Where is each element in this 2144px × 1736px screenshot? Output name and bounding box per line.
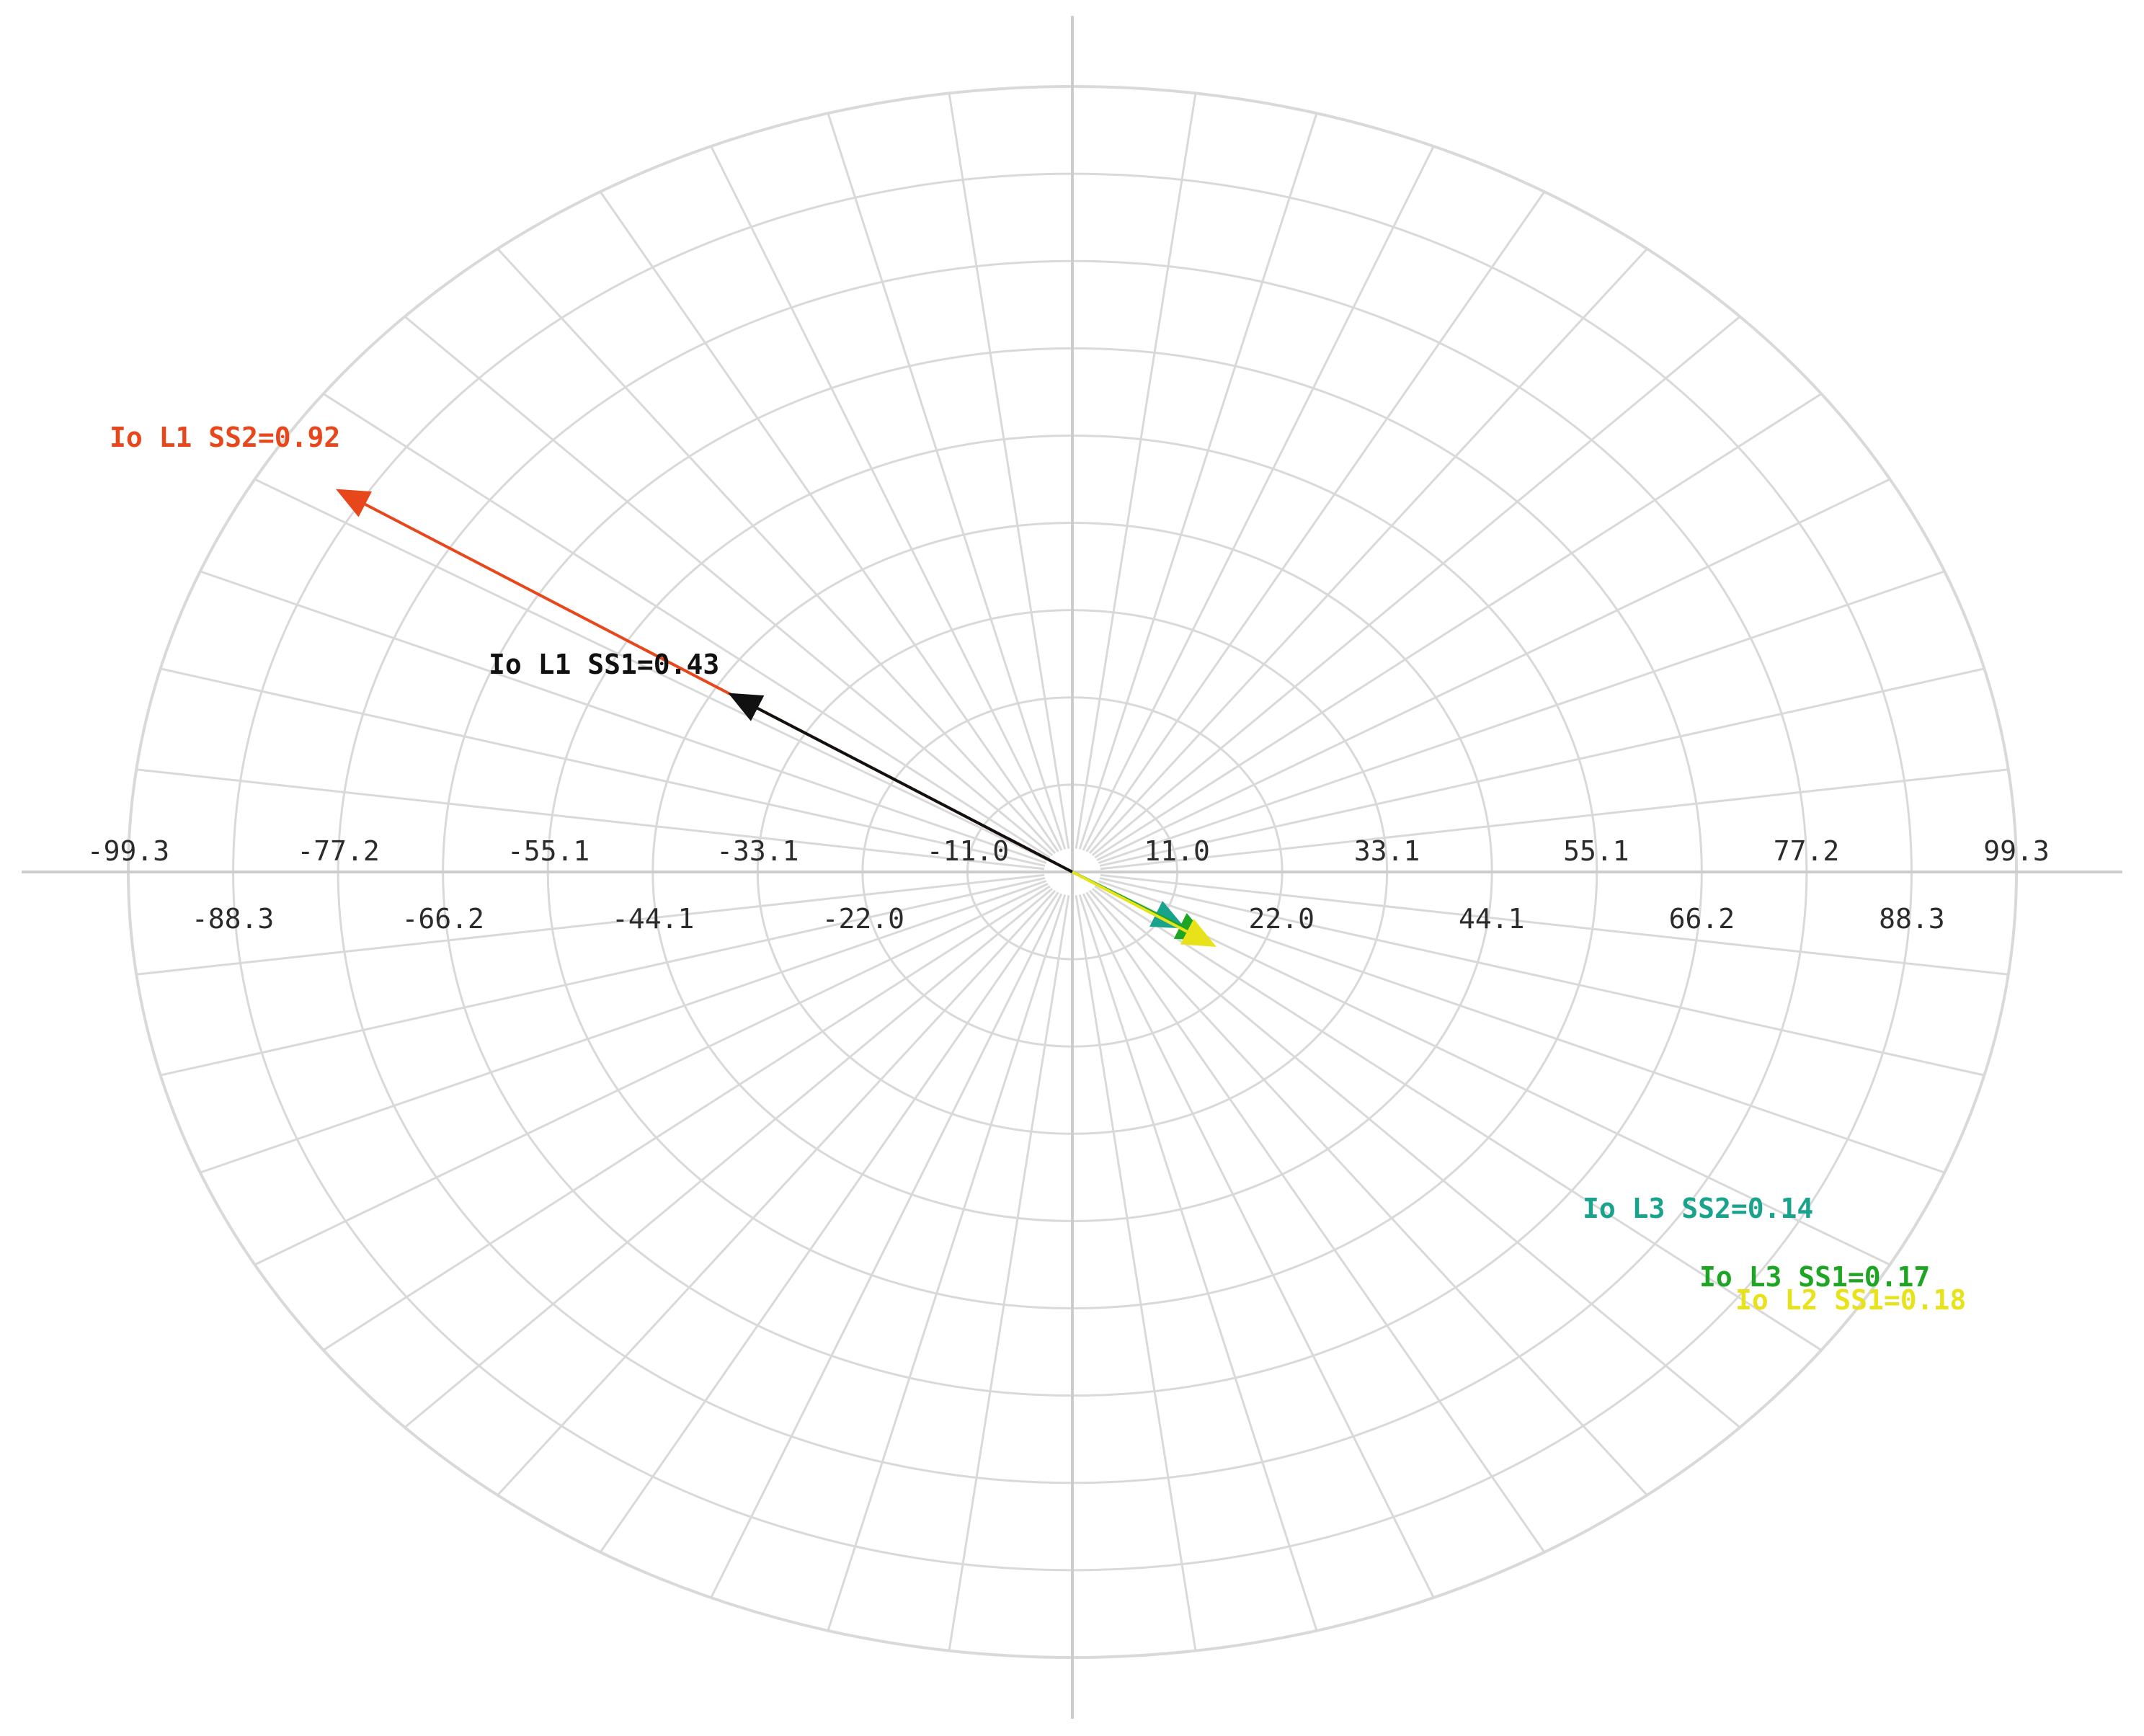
tick-label: 66.2 — [1669, 903, 1735, 935]
tick-labels: -99.3 -77.2 -55.1 -33.1 -11.0 11.0 33.1 55.1 77.… — [87, 835, 2050, 935]
vector-shaft — [757, 707, 1073, 873]
tick-label: 33.1 — [1354, 835, 1420, 867]
grid-spoke — [322, 393, 1051, 859]
vectors — [335, 489, 1216, 947]
tick-label: 88.3 — [1879, 903, 1945, 935]
tick-label: -88.3 — [192, 903, 274, 935]
grid-spoke — [160, 667, 1046, 868]
grid-spoke — [1091, 887, 1741, 1428]
grid-spoke — [1075, 895, 1197, 1651]
grid-spoke — [136, 873, 1045, 976]
grid-spoke — [710, 893, 1063, 1598]
vector-arrowhead — [728, 693, 765, 721]
grid-spoke — [136, 768, 1045, 871]
grid-spoke — [1099, 876, 1985, 1077]
tick-label: -44.1 — [612, 903, 694, 935]
grid-spoke — [404, 887, 1054, 1428]
grid-spoke — [1096, 478, 1891, 862]
tick-label: -66.2 — [401, 903, 484, 935]
grid-spoke — [1082, 146, 1435, 851]
tick-label: -99.3 — [87, 835, 169, 867]
grid-spoke — [200, 570, 1047, 864]
vector-label: Io L3 SS2=0.14 — [1583, 1193, 1813, 1224]
tick-label: -11.0 — [927, 835, 1009, 867]
tick-label: -22.0 — [822, 903, 904, 935]
vector-arrowhead — [1149, 901, 1186, 929]
grid-spoke — [254, 478, 1049, 862]
tick-label: 77.2 — [1774, 835, 1840, 867]
grid-spoke — [1099, 667, 1985, 868]
tick-label: -55.1 — [507, 835, 590, 867]
tick-label: -33.1 — [716, 835, 799, 867]
grid-spoke — [710, 146, 1063, 851]
grid-spoke — [827, 894, 1067, 1632]
vector-label: Io L3 SS1=0.17 — [1699, 1261, 1930, 1293]
grid-spoke — [200, 880, 1047, 1174]
vector-label: Io L1 SS1=0.43 — [489, 649, 719, 680]
grid-spoke — [1096, 882, 1891, 1266]
grid-spoke — [160, 876, 1046, 1077]
grid-spoke — [948, 895, 1070, 1651]
grid-spoke — [1078, 112, 1318, 850]
grid-spoke — [948, 93, 1070, 849]
grid-spoke — [1100, 768, 2009, 871]
grid-spoke — [599, 891, 1059, 1553]
grid-spoke — [1098, 880, 1945, 1174]
grid-spoke — [1085, 891, 1546, 1553]
grid-spoke — [1082, 893, 1435, 1598]
grid-spoke — [1075, 93, 1197, 849]
vector-label: Io L1 SS2=0.92 — [110, 422, 340, 453]
grid-spoke — [1088, 248, 1648, 855]
tick-label: 55.1 — [1563, 835, 1629, 867]
grid-spoke — [827, 112, 1067, 850]
grid-spoke — [1094, 393, 1823, 859]
grid-spoke — [1091, 316, 1741, 857]
tick-label: 99.3 — [1983, 835, 2050, 867]
grid-spoke — [497, 889, 1057, 1496]
grid-spoke — [1085, 191, 1546, 853]
vector-shaft — [1072, 871, 1188, 933]
grid-spoke — [322, 885, 1051, 1351]
vector-arrowhead — [1180, 919, 1216, 947]
vector-label: Io L2 SS1=0.18 — [1735, 1284, 1966, 1316]
tick-label: 11.0 — [1144, 835, 1210, 867]
grid-spoke — [1098, 570, 1945, 864]
grid-spoke — [404, 316, 1054, 857]
vector-arrowhead — [335, 489, 372, 517]
grid-spoke — [1078, 894, 1318, 1632]
grid-spoke — [1094, 885, 1823, 1351]
vector-labels: Io L1 SS2=0.92 Io L1 SS1=0.43 Io L3 SS2=0.… — [110, 422, 1966, 1316]
tick-label: -77.2 — [297, 835, 379, 867]
grid-spoke — [1088, 889, 1648, 1496]
grid-spoke — [599, 191, 1059, 853]
tick-label: 44.1 — [1459, 903, 1525, 935]
grid-spoke — [1100, 873, 2009, 976]
grid-spoke — [254, 882, 1049, 1266]
tick-label: 22.0 — [1248, 903, 1315, 935]
grid-spoke — [497, 248, 1057, 855]
